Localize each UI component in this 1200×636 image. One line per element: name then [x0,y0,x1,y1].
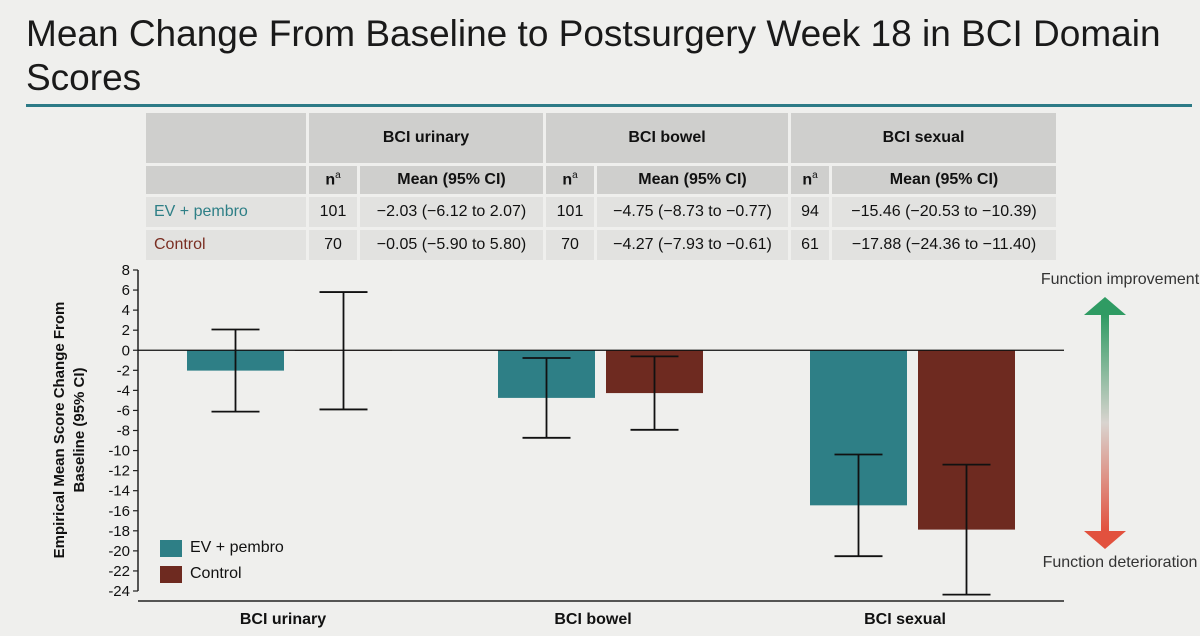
table-cell: 94 [791,197,829,227]
table-cell: 101 [309,197,357,227]
table-group-header: BCI bowel [546,113,788,163]
legend-label-ev: EV + pembro [190,539,284,556]
y-tick-label: -10 [108,443,130,460]
y-tick-label: -18 [108,523,130,540]
y-tick-label: -8 [117,423,130,440]
y-tick-label: 0 [122,342,130,359]
table-cell: −4.27 (−7.93 to −0.61) [597,230,788,260]
legend-label-control: Control [190,565,242,582]
y-tick-label: -24 [108,583,130,600]
y-tick-label: -2 [117,362,130,379]
function-arrow-shaft [1101,315,1109,531]
table-row: Control 70 −0.05 (−5.90 to 5.80) 70 −4.2… [146,230,1056,260]
table-cell: 101 [546,197,594,227]
y-tick-label: 8 [122,262,130,279]
arrow-up-icon [1084,297,1126,315]
legend-swatch-ev [160,540,182,557]
y-tick-label: 2 [122,322,130,339]
table-row: EV + pembro 101 −2.03 (−6.12 to 2.07) 10… [146,197,1056,227]
y-tick-label: 6 [122,282,130,299]
table-cell: 61 [791,230,829,260]
row-label-control: Control [146,230,306,260]
function-deterioration-label: Function deterioration [1042,554,1198,571]
ci-table: BCI urinary BCI bowel BCI sexual na Mean… [143,113,1059,260]
y-tick-label: 4 [122,302,130,319]
y-tick-label: -6 [117,402,130,419]
table-corner [146,166,306,194]
arrow-down-icon [1084,531,1126,549]
table-col-n: na [309,166,357,194]
y-tick-label: -22 [108,563,130,580]
table-cell: 70 [309,230,357,260]
table-col-mean: Mean (95% CI) [832,166,1056,194]
y-axis-label: Empirical Mean Score Change From Baseline… [51,302,88,559]
table-cell: −0.05 (−5.90 to 5.80) [360,230,543,260]
legend-swatch-control [160,566,182,583]
table-header-groups: BCI urinary BCI bowel BCI sexual [146,113,1056,163]
function-improvement-label: Function improvement [1040,271,1200,288]
table-col-mean: Mean (95% CI) [597,166,788,194]
table-group-header: BCI sexual [791,113,1056,163]
table-cell: −15.46 (−20.53 to −10.39) [832,197,1056,227]
table-cell: −2.03 (−6.12 to 2.07) [360,197,543,227]
table-cell: −4.75 (−8.73 to −0.77) [597,197,788,227]
y-tick-label: -16 [108,503,130,520]
y-tick-label: -4 [117,382,130,399]
table-group-header: BCI urinary [309,113,543,163]
table-header-columns: na Mean (95% CI) na Mean (95% CI) na Mea… [146,166,1056,194]
y-tick-label: -12 [108,463,130,480]
x-category-label: BCI sexual [864,611,946,628]
row-label-ev: EV + pembro [146,197,306,227]
x-category-label: BCI urinary [240,611,326,628]
table-corner [146,113,306,163]
table-col-n: na [546,166,594,194]
title-underline [26,104,1192,107]
table-cell: 70 [546,230,594,260]
table-col-mean: Mean (95% CI) [360,166,543,194]
y-tick-label: -20 [108,543,130,560]
y-tick-label: -14 [108,483,130,500]
page-title: Mean Change From Baseline to Postsurgery… [26,13,1161,98]
table-col-n: na [791,166,829,194]
x-category-label: BCI bowel [554,611,631,628]
table-cell: −17.88 (−24.36 to −11.40) [832,230,1056,260]
